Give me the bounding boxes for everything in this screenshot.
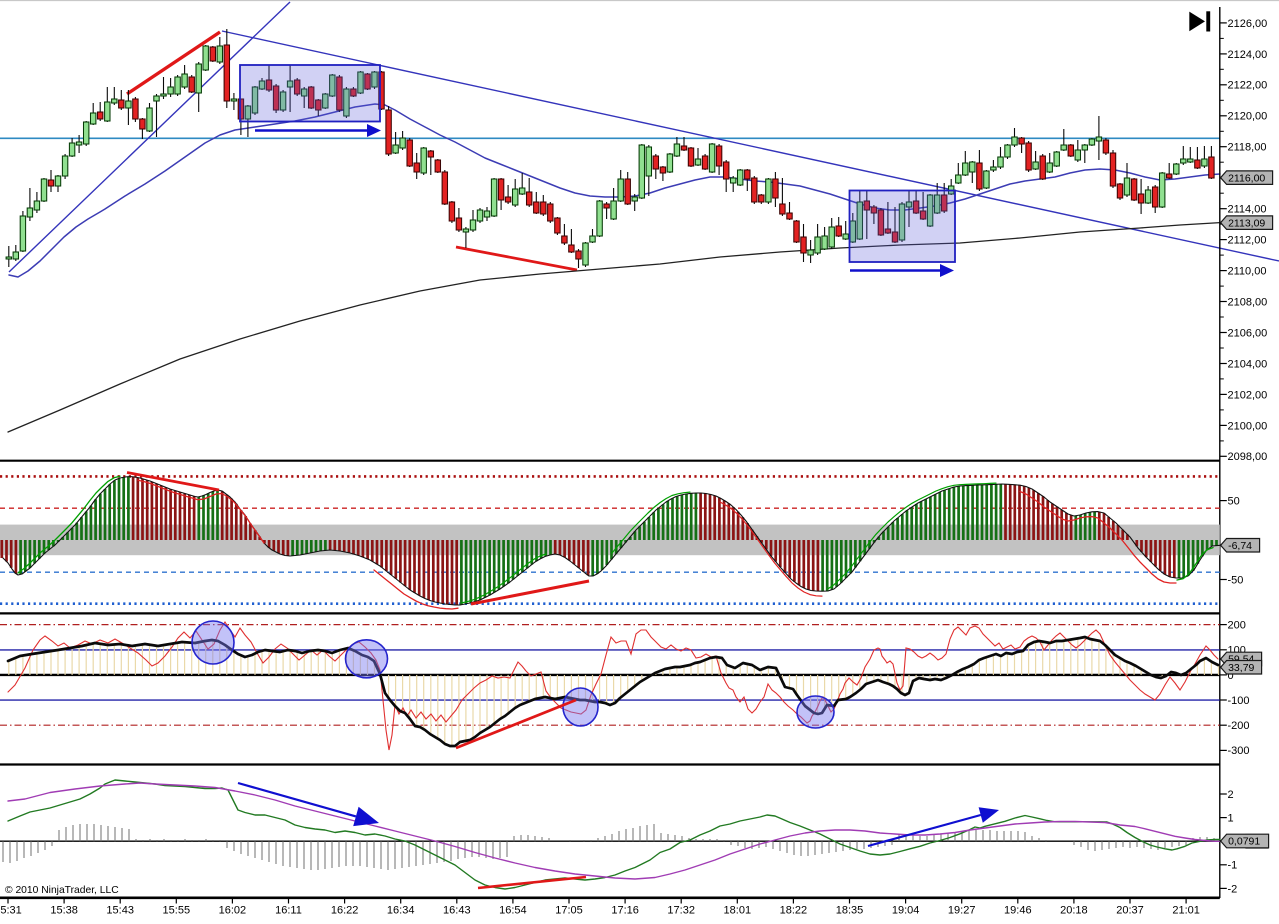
svg-text:2104,00: 2104,00: [1228, 358, 1268, 370]
svg-text:18:35: 18:35: [836, 905, 864, 917]
svg-text:21:01: 21:01: [1172, 905, 1200, 917]
svg-text:2: 2: [1228, 789, 1234, 801]
svg-text:2120,00: 2120,00: [1228, 111, 1268, 123]
svg-text:19:04: 19:04: [892, 905, 920, 917]
svg-text:16:22: 16:22: [331, 905, 359, 917]
svg-text:-1: -1: [1228, 860, 1238, 872]
svg-text:15:43: 15:43: [106, 905, 134, 917]
svg-text:18:22: 18:22: [780, 905, 808, 917]
svg-text:0: 0: [1228, 670, 1234, 682]
svg-text:50: 50: [1228, 496, 1240, 508]
svg-text:1: 1: [1228, 813, 1234, 825]
svg-text:2116,00: 2116,00: [1228, 172, 1265, 184]
svg-text:2108,00: 2108,00: [1228, 296, 1268, 308]
svg-text:17:32: 17:32: [667, 905, 695, 917]
svg-text:2124,00: 2124,00: [1228, 49, 1268, 61]
svg-text:2118,00: 2118,00: [1228, 142, 1267, 154]
svg-text:19:27: 19:27: [948, 905, 976, 917]
svg-text:2126,00: 2126,00: [1228, 18, 1268, 30]
svg-text:0,0791: 0,0791: [1228, 836, 1260, 848]
svg-text:15:38: 15:38: [50, 905, 78, 917]
svg-text:33,79: 33,79: [1228, 662, 1254, 674]
svg-text:-200: -200: [1228, 720, 1250, 732]
svg-text:2113,09: 2113,09: [1228, 217, 1265, 229]
svg-text:16:43: 16:43: [443, 905, 471, 917]
svg-text:© 2010 NinjaTrader, LLC: © 2010 NinjaTrader, LLC: [5, 885, 119, 896]
svg-text:16:02: 16:02: [219, 905, 247, 917]
svg-text:2110,00: 2110,00: [1228, 266, 1267, 278]
svg-text:-50: -50: [1228, 574, 1244, 586]
svg-text:15:55: 15:55: [163, 905, 191, 917]
svg-text:2114,00: 2114,00: [1228, 204, 1267, 216]
svg-text:2112,00: 2112,00: [1228, 235, 1267, 247]
svg-text:19:46: 19:46: [1004, 905, 1032, 917]
svg-text:-100: -100: [1228, 695, 1250, 707]
svg-text:18:01: 18:01: [724, 905, 752, 917]
svg-text:20:37: 20:37: [1116, 905, 1144, 917]
svg-text:2098,00: 2098,00: [1228, 451, 1268, 463]
svg-text:16:11: 16:11: [275, 905, 302, 917]
svg-text:16:54: 16:54: [499, 905, 527, 917]
svg-text:2100,00: 2100,00: [1228, 420, 1268, 432]
svg-text:-2: -2: [1228, 883, 1238, 895]
svg-text:2102,00: 2102,00: [1228, 389, 1268, 401]
svg-text:17:05: 17:05: [555, 905, 583, 917]
svg-text:200: 200: [1228, 620, 1246, 632]
svg-text:-6,74: -6,74: [1228, 540, 1252, 552]
svg-text:2106,00: 2106,00: [1228, 327, 1268, 339]
svg-text:-300: -300: [1228, 745, 1250, 757]
svg-text:20:18: 20:18: [1060, 905, 1088, 917]
svg-text:2122,00: 2122,00: [1228, 80, 1268, 92]
svg-text:17:16: 17:16: [611, 905, 639, 917]
svg-text:15:31: 15:31: [0, 905, 22, 917]
svg-text:16:34: 16:34: [387, 905, 415, 917]
